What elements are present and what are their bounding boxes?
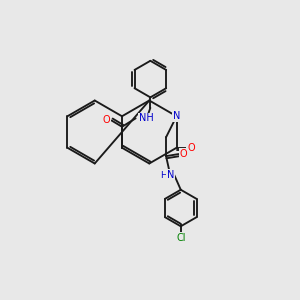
Text: N: N	[173, 111, 180, 121]
Text: O: O	[180, 149, 188, 159]
Text: O: O	[187, 143, 195, 153]
Text: N: N	[167, 170, 174, 180]
Text: H: H	[160, 170, 166, 179]
Text: O: O	[103, 116, 110, 125]
Text: NH: NH	[139, 113, 153, 123]
Text: Cl: Cl	[176, 233, 185, 243]
